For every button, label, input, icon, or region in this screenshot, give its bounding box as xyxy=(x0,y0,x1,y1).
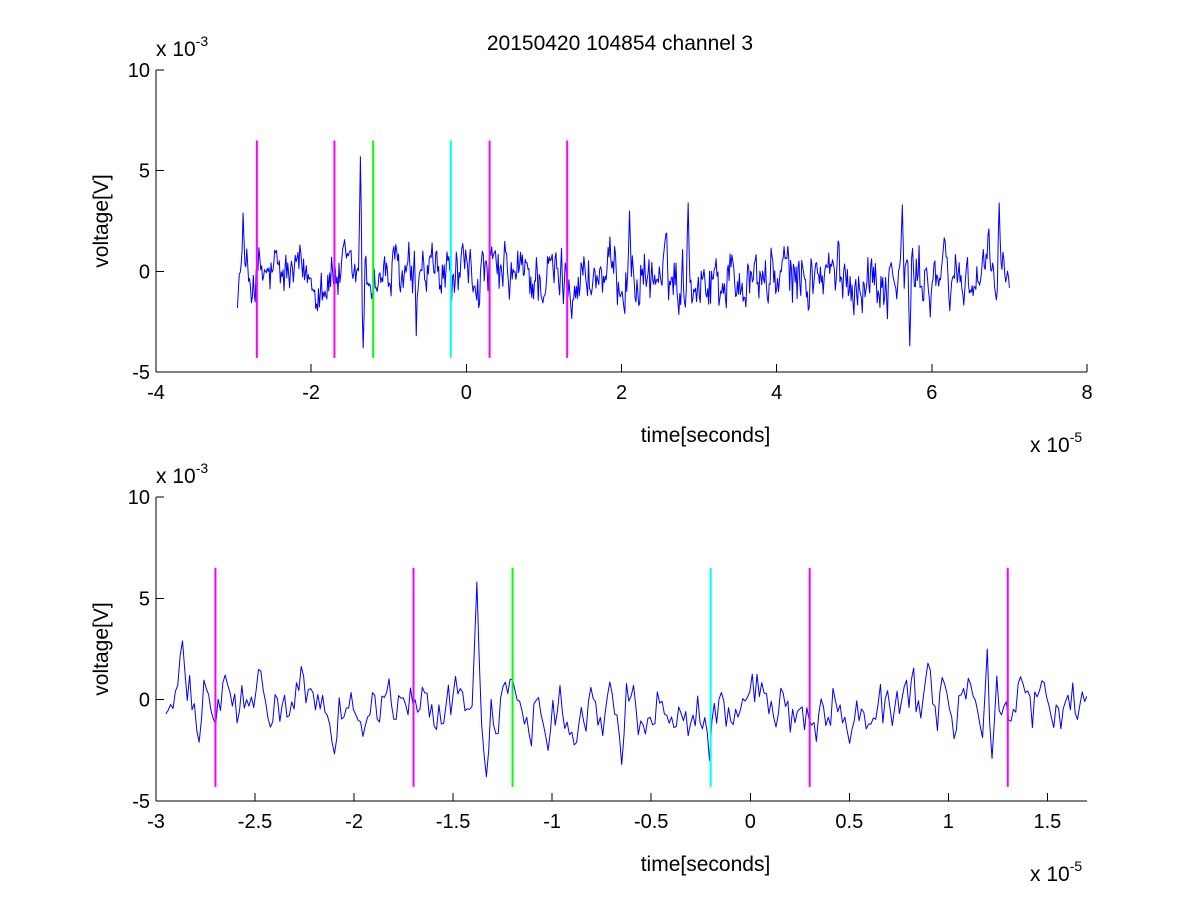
x-tick-label: 0.5 xyxy=(835,811,863,833)
bottom-subplot: -3 -2.5 -2 -1.5 -1 -0.5 0 0.5 1 1.5 -5 0 5 10 x 10-3 x … xyxy=(90,460,1087,886)
plot-area xyxy=(165,567,1087,787)
x-exponent-label: x 10-5 xyxy=(1030,429,1082,457)
y-tick-label: 5 xyxy=(139,161,150,183)
x-tick-label: -1.5 xyxy=(436,811,470,833)
plot-area xyxy=(236,140,1010,358)
x-tick-label: 2 xyxy=(616,382,627,404)
x-tick-label: -2 xyxy=(345,811,363,833)
y-axis-title: voltage[V] xyxy=(90,174,113,267)
x-tick-label: 4 xyxy=(771,382,782,404)
x-tick-label: 6 xyxy=(926,382,937,404)
x-axis-title: time[seconds] xyxy=(641,424,771,447)
x-tick-label: 0 xyxy=(745,811,756,833)
y-axis-title: voltage[V] xyxy=(90,602,113,695)
signal-trace xyxy=(236,156,1010,349)
figure-title: 20150420 104854 channel 3 xyxy=(487,32,753,55)
x-tick-label: -2 xyxy=(302,382,320,404)
y-tick-label: 5 xyxy=(139,588,150,610)
y-tick-label: 0 xyxy=(139,261,150,283)
x-tick-label: 0 xyxy=(461,382,472,404)
x-tick-label: -3 xyxy=(147,811,165,833)
x-tick-label: -4 xyxy=(147,382,165,404)
x-axis-title: time[seconds] xyxy=(641,853,771,876)
y-tick-label: -5 xyxy=(132,791,150,813)
x-tick-label: 8 xyxy=(1081,382,1092,404)
y-tick-label: 10 xyxy=(128,60,150,82)
top-subplot: -4 -2 0 2 4 6 8 -5 0 5 10 x 10-3 x 10-5 time[seconds]… xyxy=(90,33,1093,457)
y-tick-label: 0 xyxy=(139,690,150,712)
y-exponent-label: x 10-3 xyxy=(156,460,208,488)
x-tick-label: -1 xyxy=(543,811,561,833)
y-tick-label: -5 xyxy=(132,362,150,384)
x-tick-label: 1.5 xyxy=(1033,811,1061,833)
y-exponent-label: x 10-3 xyxy=(156,33,208,61)
y-tick-label: 10 xyxy=(128,487,150,509)
x-tick-label: -2.5 xyxy=(238,811,272,833)
x-tick-label: -0.5 xyxy=(634,811,668,833)
x-tick-label: 1 xyxy=(943,811,954,833)
x-exponent-label: x 10-5 xyxy=(1030,858,1082,886)
signal-trace xyxy=(165,581,1087,778)
